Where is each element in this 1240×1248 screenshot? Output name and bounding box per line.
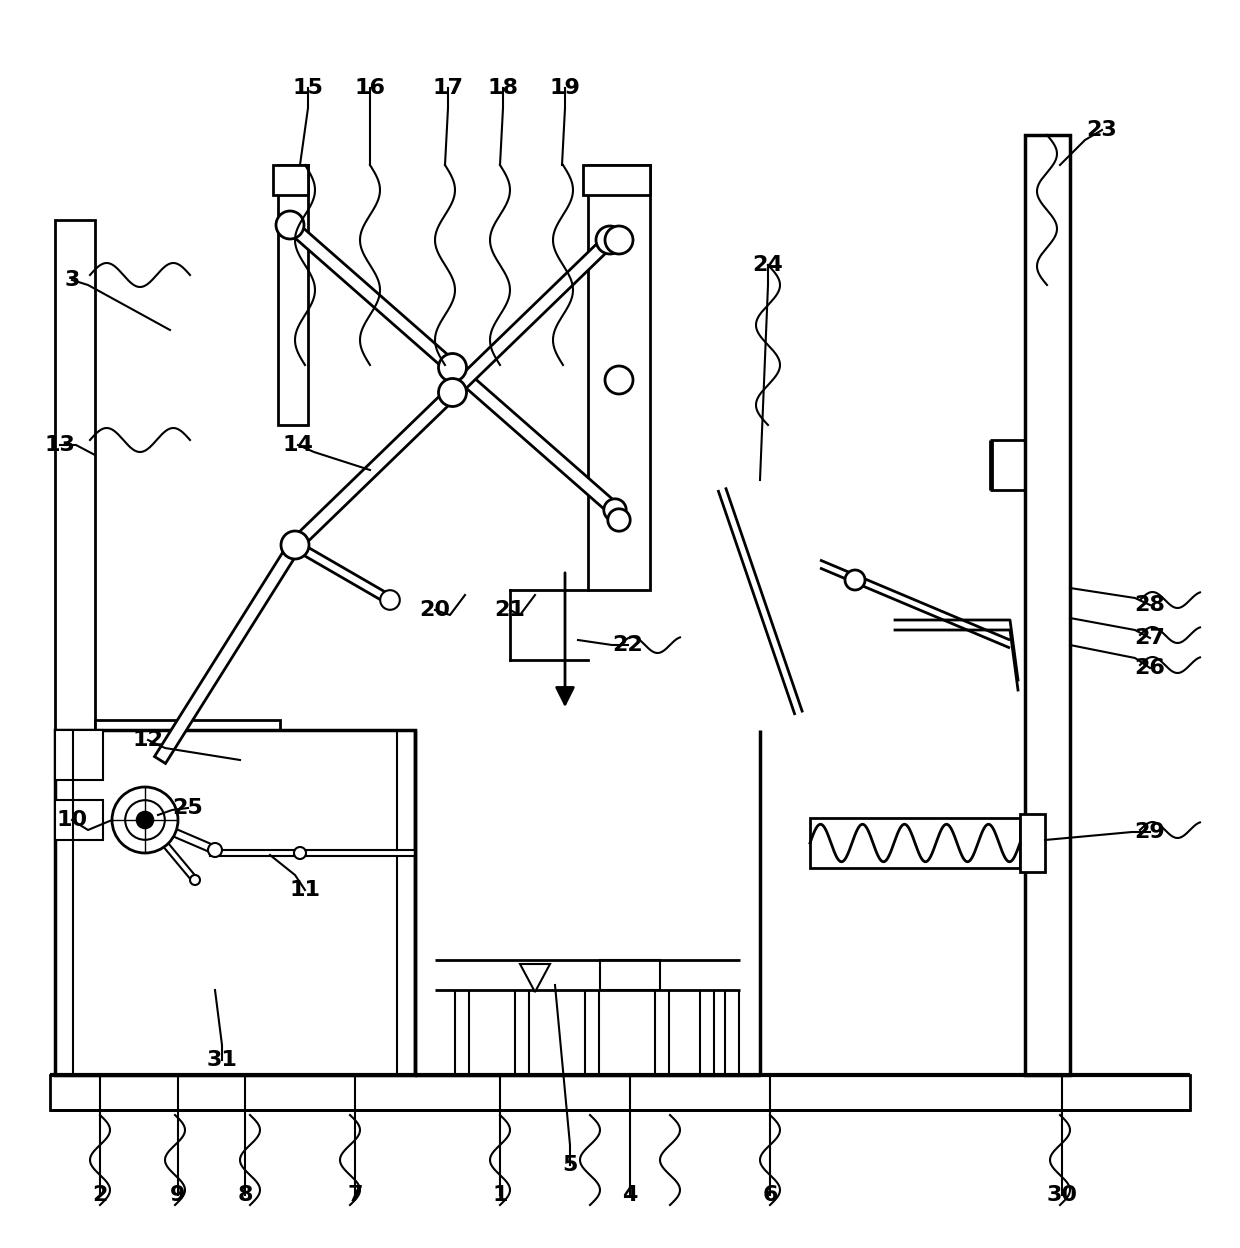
Text: 19: 19 bbox=[549, 77, 580, 99]
Text: 2: 2 bbox=[92, 1186, 108, 1206]
Bar bbox=[55, 730, 103, 780]
Text: 14: 14 bbox=[283, 436, 314, 456]
Text: 8: 8 bbox=[237, 1186, 253, 1206]
Circle shape bbox=[605, 226, 632, 255]
Polygon shape bbox=[285, 220, 619, 515]
Circle shape bbox=[439, 353, 466, 382]
Text: 3: 3 bbox=[64, 270, 79, 290]
Bar bbox=[583, 165, 650, 195]
Circle shape bbox=[112, 787, 179, 852]
Bar bbox=[273, 165, 308, 195]
Text: 12: 12 bbox=[133, 730, 164, 750]
Circle shape bbox=[277, 211, 304, 240]
Polygon shape bbox=[293, 542, 392, 604]
Text: 28: 28 bbox=[1135, 595, 1166, 615]
Bar bbox=[1021, 814, 1045, 872]
Text: 10: 10 bbox=[57, 810, 88, 830]
Bar bbox=[810, 817, 1021, 869]
Bar bbox=[55, 220, 95, 730]
Text: 31: 31 bbox=[207, 1050, 237, 1070]
Text: 9: 9 bbox=[170, 1186, 186, 1206]
Circle shape bbox=[208, 842, 222, 857]
Bar bbox=[95, 720, 280, 760]
Text: 16: 16 bbox=[355, 77, 386, 99]
Text: 26: 26 bbox=[1135, 658, 1166, 678]
Text: 11: 11 bbox=[289, 880, 320, 900]
Circle shape bbox=[439, 378, 466, 407]
Text: 17: 17 bbox=[433, 77, 464, 99]
Text: 27: 27 bbox=[1135, 628, 1166, 648]
Circle shape bbox=[190, 875, 200, 885]
Text: 23: 23 bbox=[1086, 120, 1117, 140]
Polygon shape bbox=[155, 542, 300, 764]
Circle shape bbox=[844, 570, 866, 590]
Bar bbox=[55, 730, 415, 1075]
Polygon shape bbox=[144, 816, 217, 854]
Circle shape bbox=[605, 366, 632, 394]
Text: 25: 25 bbox=[172, 797, 203, 817]
Circle shape bbox=[281, 530, 309, 559]
Text: 30: 30 bbox=[1047, 1186, 1078, 1206]
Text: 29: 29 bbox=[1135, 822, 1166, 842]
Text: 15: 15 bbox=[293, 77, 324, 99]
Circle shape bbox=[608, 509, 630, 532]
Text: 13: 13 bbox=[45, 436, 76, 456]
Circle shape bbox=[604, 499, 626, 522]
Text: 6: 6 bbox=[763, 1186, 777, 1206]
Circle shape bbox=[136, 811, 154, 829]
Polygon shape bbox=[520, 963, 551, 992]
Text: 20: 20 bbox=[419, 600, 450, 620]
Text: 22: 22 bbox=[613, 635, 644, 655]
Circle shape bbox=[381, 590, 399, 610]
Polygon shape bbox=[290, 236, 615, 549]
Text: 4: 4 bbox=[622, 1186, 637, 1206]
Text: 1: 1 bbox=[492, 1186, 507, 1206]
Polygon shape bbox=[143, 819, 197, 882]
Text: 21: 21 bbox=[495, 600, 526, 620]
Polygon shape bbox=[210, 850, 415, 856]
Bar bbox=[1025, 135, 1070, 1075]
Circle shape bbox=[596, 226, 624, 255]
Text: 24: 24 bbox=[753, 255, 784, 275]
Bar bbox=[600, 960, 660, 990]
Text: 5: 5 bbox=[562, 1154, 578, 1176]
Bar bbox=[588, 165, 650, 590]
Bar bbox=[50, 1075, 1190, 1109]
Bar bbox=[55, 800, 103, 840]
Circle shape bbox=[294, 847, 306, 859]
Text: 7: 7 bbox=[347, 1186, 363, 1206]
Circle shape bbox=[125, 800, 165, 840]
Text: 18: 18 bbox=[487, 77, 518, 99]
Bar bbox=[278, 165, 308, 426]
